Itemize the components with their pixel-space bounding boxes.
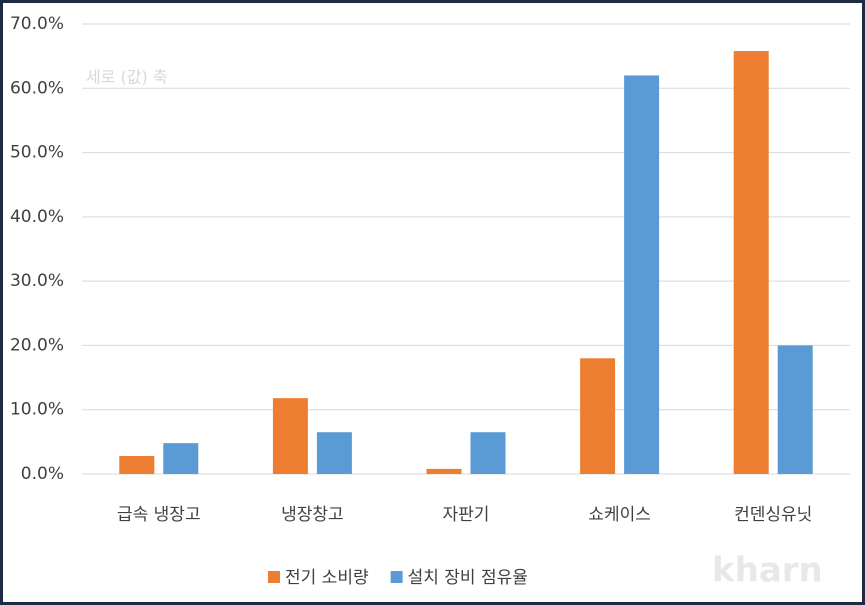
bar: [777, 345, 813, 474]
bar: [163, 443, 199, 474]
bar: [470, 432, 506, 474]
bar: [272, 398, 308, 474]
legend-swatch: [268, 571, 280, 583]
y-tick-label: 60.0%: [10, 78, 64, 98]
y-tick-label: 30.0%: [10, 271, 64, 291]
x-tick-label: 냉장창고: [281, 505, 344, 525]
y-tick-label: 70.0%: [10, 14, 64, 34]
y-tick-label: 20.0%: [10, 335, 64, 355]
y-tick-label: 0.0%: [21, 464, 64, 484]
bar: [426, 468, 462, 474]
bar: [580, 358, 616, 474]
watermark: kharn: [712, 551, 823, 591]
bar: [316, 432, 352, 474]
bar: [733, 51, 769, 474]
x-tick-label: 컨덴싱유닛: [734, 505, 812, 525]
bar: [624, 75, 660, 474]
legend-label: 전기 소비량: [285, 568, 369, 588]
x-tick-label: 쇼케이스: [588, 505, 651, 525]
x-tick-label: 급속 냉장고: [117, 505, 201, 525]
x-tick-label: 자판기: [443, 505, 490, 525]
legend-swatch: [390, 571, 403, 583]
legend-label: 설치 장비 점유율: [408, 568, 528, 588]
y-tick-label: 10.0%: [10, 400, 64, 420]
bar: [119, 456, 155, 474]
y-tick-label: 40.0%: [10, 207, 64, 227]
axis-tooltip: 세로 (값) 축: [86, 68, 168, 87]
y-tick-label: 50.0%: [10, 143, 64, 163]
